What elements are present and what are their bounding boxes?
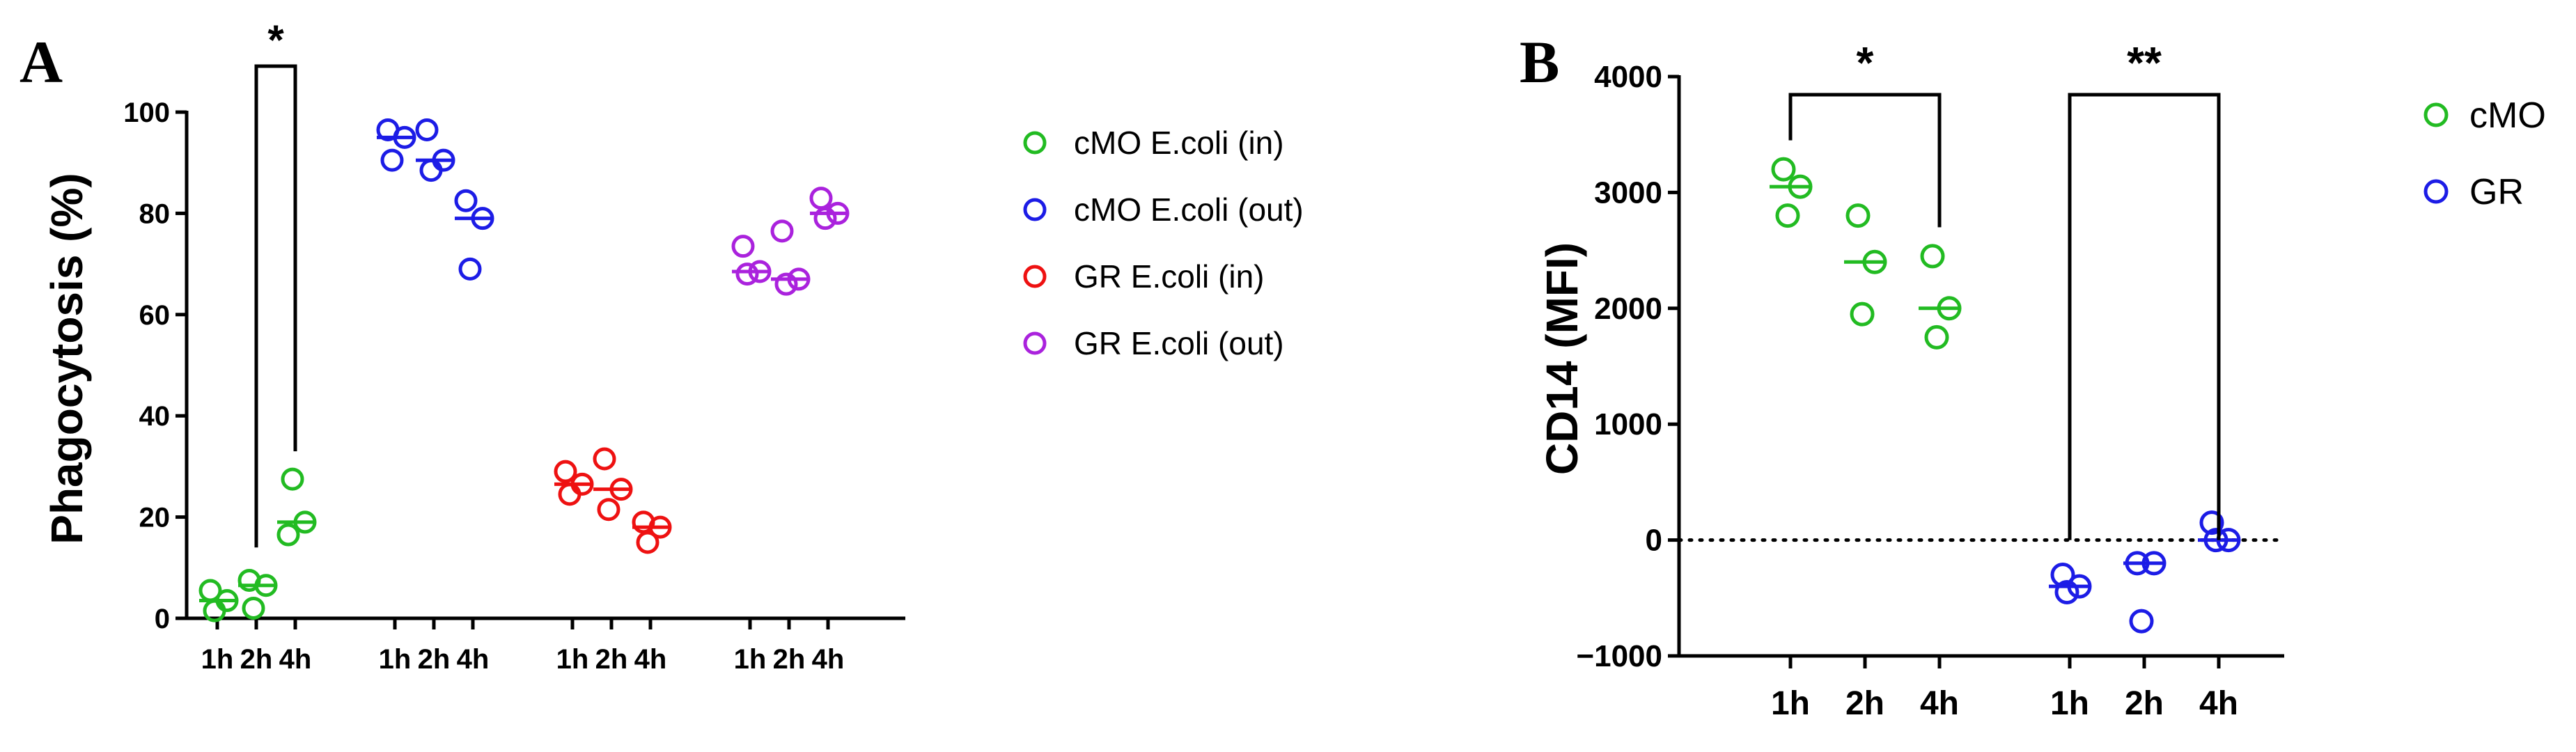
panel-b-data-point bbox=[1775, 203, 1800, 228]
panel-a-y-tick-label: 20 bbox=[139, 503, 171, 533]
panel-b-data-point bbox=[1845, 203, 1871, 228]
panel-b-y-tick-label: 3000 bbox=[1594, 175, 1662, 210]
panel-a-legend-label: cMO E.coli (out) bbox=[1074, 191, 1304, 228]
panel-b-x-tick-label: 4h bbox=[1920, 685, 1959, 722]
panel-a-x-tick-label: 1h bbox=[379, 644, 412, 675]
panel-b-y-tick-label: −1000 bbox=[1576, 639, 1662, 673]
panel-b-letter: B bbox=[1520, 29, 1559, 95]
panel-a-data-point bbox=[809, 187, 833, 210]
panel-a-data-point bbox=[597, 498, 620, 522]
panel-a-y-tick-label: 80 bbox=[139, 198, 171, 229]
panel-a-legend-label: cMO E.coli (in) bbox=[1074, 125, 1284, 161]
panel-a-y-tick-label: 40 bbox=[139, 401, 171, 432]
panel-a-data-point bbox=[636, 531, 659, 554]
panel-a-x-tick-label: 4h bbox=[457, 644, 490, 675]
panel-b-y-tick-label: 2000 bbox=[1594, 292, 1662, 326]
panel-a-y-tick-label: 60 bbox=[139, 300, 171, 331]
panel-b-data-point bbox=[2199, 510, 2224, 535]
panel-a-y-tick-label: 0 bbox=[155, 604, 170, 634]
panel-b-data-point bbox=[2129, 609, 2154, 634]
panel-b-x-tick-label: 2h bbox=[2125, 685, 2164, 722]
panel-b-legend: cMO GR bbox=[2423, 95, 2546, 212]
panel-a-x-tick-label: 4h bbox=[812, 644, 845, 675]
panel-a-x-tick-label: 4h bbox=[279, 644, 312, 675]
panel-a-data-point bbox=[774, 272, 798, 296]
panel-a-letter: A bbox=[19, 29, 63, 95]
panel-a-data-point bbox=[813, 207, 837, 230]
panel-b-legend-label: cMO bbox=[2469, 95, 2546, 136]
panel-b-data-point bbox=[1920, 244, 1945, 269]
panel-a-data-point bbox=[558, 483, 581, 506]
panel-b-legend-marker bbox=[2423, 102, 2449, 127]
panel-a-legend: cMO E.coli (in) cMO E.coli (out) GR E.coli… bbox=[1023, 125, 1304, 361]
panel-b-x-tick-label: 2h bbox=[1845, 685, 1884, 722]
panel-a-legend-label: GR E.coli (out) bbox=[1074, 325, 1284, 361]
panel-a-data-point bbox=[380, 148, 404, 172]
panel-b-legend-marker bbox=[2423, 179, 2449, 204]
panel-a-legend-marker bbox=[1023, 331, 1047, 355]
panel-a-x-tick-label: 1h bbox=[734, 644, 767, 675]
panel-b-significance-bracket bbox=[1788, 93, 1942, 228]
panel-a-x-tick-label: 2h bbox=[773, 644, 806, 675]
panel-a-legend-label: GR E.coli (in) bbox=[1074, 258, 1264, 295]
panel-b-y-tick-label: 4000 bbox=[1594, 60, 1662, 94]
panel-a-data-point bbox=[419, 159, 443, 182]
panel-b-x-tick-label: 1h bbox=[1771, 685, 1810, 722]
panel-a-data-point bbox=[735, 263, 759, 286]
panel-a-data-point bbox=[276, 523, 300, 547]
panel-a-data-point bbox=[593, 447, 616, 471]
panel-b-x-tick-label: 4h bbox=[2199, 685, 2238, 722]
panel-a-x-tick-label: 2h bbox=[240, 644, 273, 675]
panel-b-y-axis-label: CD14 (MFI) bbox=[1537, 242, 1587, 475]
panel-a-x-tick-label: 4h bbox=[634, 644, 667, 675]
panel-a-y-tick-label: 100 bbox=[123, 97, 170, 128]
panel-a-x-tick-label: 1h bbox=[556, 644, 589, 675]
panel-b-data-point bbox=[1850, 301, 1875, 327]
panel-b-data-point bbox=[1924, 324, 1949, 350]
panel-a-x-tick-label: 2h bbox=[418, 644, 451, 675]
panel-a-y-axis-label: Phagocytosis (%) bbox=[42, 173, 92, 544]
panel-a-data-point bbox=[242, 596, 265, 620]
panel-b-data-point bbox=[2054, 579, 2079, 604]
panel-b-significance-bracket bbox=[2068, 93, 2221, 540]
panel-a-x-tick-label: 2h bbox=[595, 644, 628, 675]
panel-a-data-point bbox=[454, 189, 478, 212]
panel-b-significance-star: * bbox=[1857, 38, 1874, 88]
panel-b-significance-star: ** bbox=[2127, 38, 2162, 88]
panel-a-legend-marker bbox=[1023, 131, 1047, 155]
panel-b-data-point bbox=[1771, 157, 1796, 182]
panel-a-legend-marker bbox=[1023, 265, 1047, 288]
panel-a-data-point bbox=[458, 257, 482, 281]
panel-a-x-tick-label: 1h bbox=[201, 644, 234, 675]
panel-b-legend-label: GR bbox=[2469, 172, 2524, 212]
panel-a-data-point bbox=[281, 467, 304, 491]
panel-b-y-tick-label: 0 bbox=[1646, 524, 1662, 558]
panel-b-y-tick-label: 1000 bbox=[1594, 407, 1662, 441]
panel-a-data-point bbox=[554, 460, 577, 483]
panel-b-x-tick-label: 1h bbox=[2050, 685, 2089, 722]
panel-a-significance-bracket bbox=[254, 64, 297, 548]
panel-a-legend-marker bbox=[1023, 198, 1047, 221]
panel-a-data-point bbox=[415, 118, 439, 141]
panel-a-significance-star: * bbox=[267, 17, 284, 63]
panel-a-data-point bbox=[731, 235, 755, 258]
panel-a-data-point bbox=[770, 219, 794, 243]
